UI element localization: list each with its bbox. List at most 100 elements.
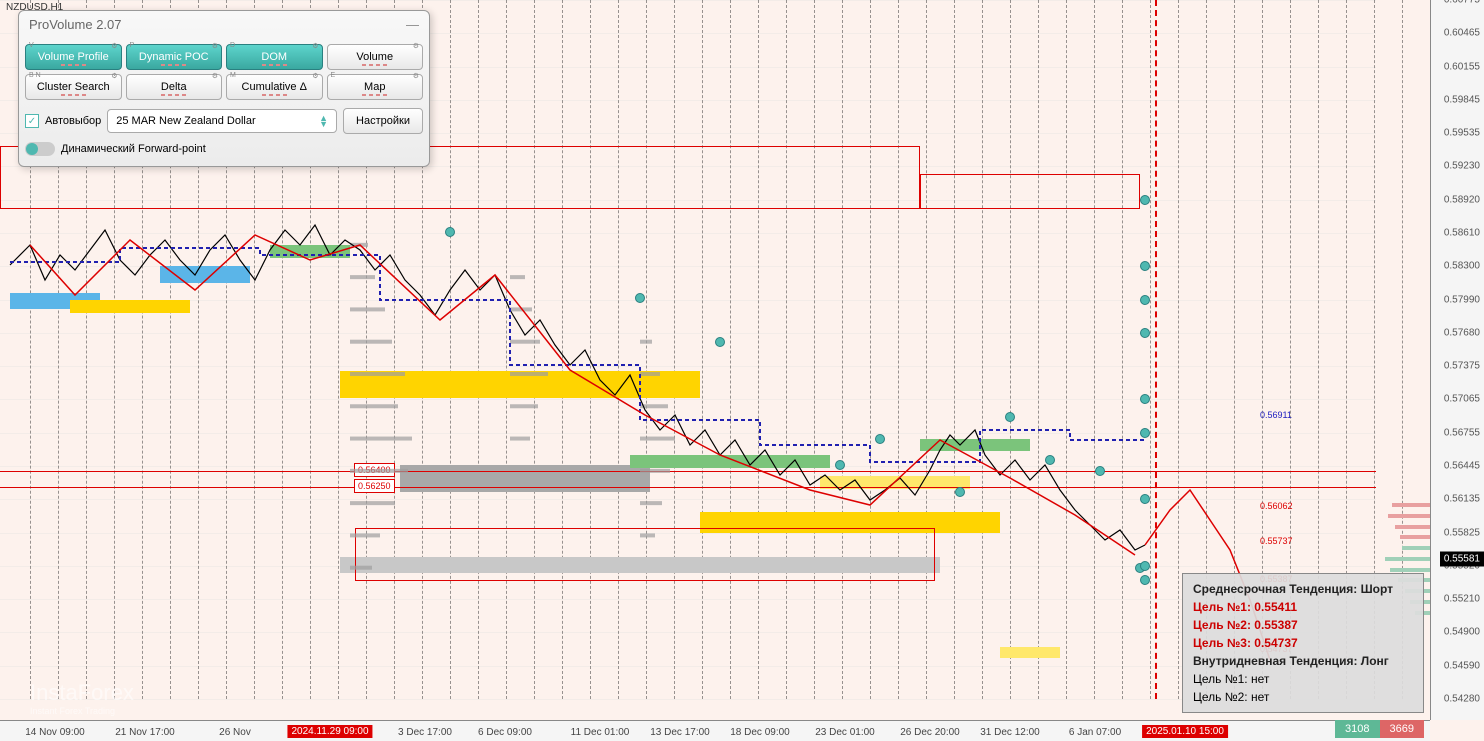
forward-point-toggle[interactable] [25,142,55,156]
price-band [400,465,650,492]
volume-bar [1390,568,1430,572]
price-band [920,439,1030,452]
x-tick: 6 Jan 07:00 [1069,727,1121,738]
info-target-1: Цель №1: 0.55411 [1193,598,1413,616]
zone-box [355,528,935,581]
poc-dot [1095,466,1105,476]
poc-dot [1140,575,1150,585]
poc-dot [715,337,725,347]
x-tick: 11 Dec 01:00 [571,727,630,738]
y-tick: 0.58610 [1444,228,1480,239]
bottom-volume: 31083669 [1335,723,1424,735]
poc-dot [1140,394,1150,404]
y-tick: 0.57990 [1444,294,1480,305]
price-band [270,245,350,258]
poc-dot [445,227,455,237]
poc-dot [1140,195,1150,205]
forward-point-label: Динамический Forward-point [61,143,206,155]
panel-btn-cumulative-δ[interactable]: M⚙Cumulative Δ [226,74,323,100]
x-tick: 26 Dec 20:00 [900,727,960,738]
panel-btn-volume[interactable]: ⚙Volume [327,44,424,70]
poc-dot [1140,561,1150,571]
y-tick: 0.57065 [1444,394,1480,405]
price-label: 0.56400 [354,463,395,477]
y-tick: 0.60155 [1444,61,1480,72]
y-tick: 0.60465 [1444,28,1480,39]
settings-label: Настройки [356,115,410,127]
x-tick: 6 Dec 09:00 [478,727,532,738]
x-tick: 13 Dec 17:00 [650,727,710,738]
autoselect-checkbox[interactable]: ✓ [25,114,39,128]
y-tick: 0.54280 [1444,694,1480,705]
poc-dot [875,434,885,444]
provolume-panel[interactable]: ProVolume 2.07 — V⚙Volume ProfileP⚙Dynam… [18,10,430,167]
poc-dot [1140,295,1150,305]
info-target-2: Цель №2: 0.55387 [1193,616,1413,634]
poc-dot [1140,328,1150,338]
panel-btn-map[interactable]: E⚙Map [327,74,424,100]
x-tick: 14 Nov 09:00 [25,727,85,738]
y-tick: 0.54590 [1444,660,1480,671]
x-tick: 26 Nov [219,727,251,738]
y-tick: 0.58920 [1444,194,1480,205]
y-tick: 0.57375 [1444,360,1480,371]
volume-bar [1392,503,1430,507]
info-title-2: Внутридневная Тенденция: Лонг [1193,652,1413,670]
chevron-updown-icon: ▲▼ [319,115,328,128]
price-band [160,266,250,282]
projection-label: 0.56911 [1260,410,1292,420]
poc-dot [955,487,965,497]
y-tick: 0.56755 [1444,427,1480,438]
projection-label: 0.56062 [1260,501,1293,511]
x-axis: 14 Nov 09:0021 Nov 17:0026 Nov2024.11.29… [0,720,1430,741]
poc-dot [635,293,645,303]
logo-sub: Instant Forex Trading [30,706,134,716]
current-price-tag: 0.55581 [1440,551,1484,566]
price-line [0,471,1376,472]
volume-bar [1385,557,1430,561]
price-label: 0.56250 [354,479,395,493]
price-band [340,371,700,398]
x-tick: 3 Dec 17:00 [398,727,452,738]
settings-button[interactable]: Настройки [343,108,423,134]
panel-btn-delta[interactable]: ⚙Delta [126,74,223,100]
volume-bar [1400,535,1430,539]
x-tick: 2024.11.29 09:00 [287,725,372,738]
y-tick: 0.60775 [1444,0,1480,6]
instrument-select[interactable]: 25 MAR New Zealand Dollar ▲▼ [107,109,337,134]
y-tick: 0.56445 [1444,461,1480,472]
vol-red: 3669 [1380,720,1424,738]
poc-dot [1140,261,1150,271]
poc-dot [835,460,845,470]
y-axis: 0.60775 0.60465 0.60155 0.59845 0.59535 0.592… [1430,0,1484,720]
zone-box [920,174,1140,210]
price-band [630,455,830,468]
info-title-1: Среднесрочная Тенденция: Шорт [1193,580,1413,598]
poc-dot [1045,455,1055,465]
y-tick: 0.55210 [1444,593,1480,604]
info-target-4: Цель №1: нет [1193,670,1413,688]
volume-bar [1402,546,1430,550]
logo-text: InstaForex [30,680,134,705]
panel-btn-dom[interactable]: D⚙DOM [226,44,323,70]
panel-btn-volume-profile[interactable]: V⚙Volume Profile [25,44,122,70]
x-tick: 18 Dec 09:00 [730,727,790,738]
y-tick: 0.59230 [1444,161,1480,172]
panel-btn-cluster-search[interactable]: B N⚙Cluster Search [25,74,122,100]
minimize-icon[interactable]: — [406,17,419,32]
price-band [1000,647,1060,658]
current-time-line [1155,0,1157,699]
volume-bar [1395,525,1430,529]
price-line [0,487,1376,488]
poc-dot [1140,494,1150,504]
panel-titlebar[interactable]: ProVolume 2.07 — [19,11,429,38]
info-target-5: Цель №2: нет [1193,688,1413,706]
y-tick: 0.56135 [1444,494,1480,505]
panel-btn-dynamic-poc[interactable]: P⚙Dynamic POC [126,44,223,70]
autoselect-label: Автовыбор [45,115,101,127]
y-tick: 0.59535 [1444,128,1480,139]
select-value: 25 MAR New Zealand Dollar [116,115,255,127]
y-tick: 0.54900 [1444,627,1480,638]
y-tick: 0.59845 [1444,95,1480,106]
x-tick: 23 Dec 01:00 [815,727,875,738]
